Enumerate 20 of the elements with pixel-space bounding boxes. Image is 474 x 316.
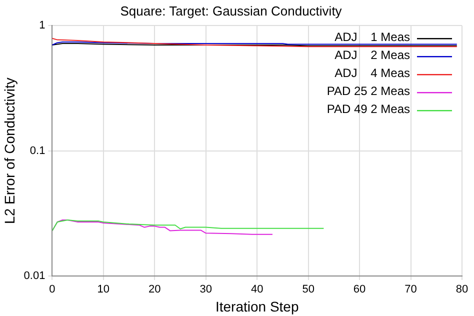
chart-title: Square: Target: Gaussian Conductivity	[120, 3, 342, 18]
x-tick-label: 10	[97, 284, 110, 296]
x-tick-label: 60	[353, 284, 366, 296]
y-tick-label: 0.01	[24, 270, 46, 282]
x-tick-label: 30	[200, 284, 212, 296]
legend-label: PAD 25 2 Meas	[326, 84, 410, 98]
x-axis-title: Iteration Step	[215, 298, 299, 314]
legend-label: PAD 49 2 Meas	[326, 102, 410, 116]
x-tick-label: 80	[456, 284, 468, 296]
x-tick-label: 50	[302, 284, 314, 296]
x-tick-label: 40	[250, 284, 264, 296]
y-axis-title: L2 Error of Conductivity	[1, 78, 18, 224]
y-tick-label: 0.1	[30, 144, 46, 157]
y-tick-label: 1	[39, 20, 46, 32]
legend-label: ADJ 2 Meas	[334, 48, 410, 62]
x-tick-label: 70	[404, 284, 417, 296]
legend-label: ADJ 4 Meas	[334, 66, 410, 80]
legend-label: ADJ 1 Meas	[334, 30, 410, 44]
x-tick-label: 20	[148, 284, 161, 296]
x-tick-label: 0	[49, 284, 56, 296]
